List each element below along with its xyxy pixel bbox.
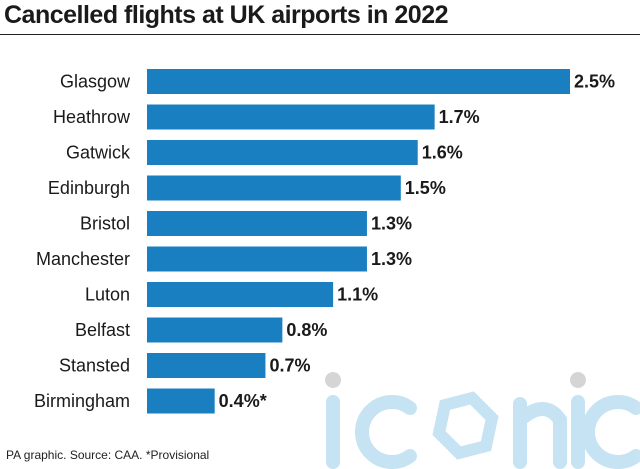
bar-stansted (147, 353, 266, 378)
source-footnote: PA graphic. Source: CAA. *Provisional (6, 448, 210, 462)
category-label-edinburgh: Edinburgh (48, 178, 130, 198)
bars-group (147, 69, 570, 414)
bar-manchester (147, 246, 367, 272)
category-label-belfast: Belfast (75, 320, 130, 340)
bar-glasgow (147, 69, 570, 94)
title-divider (0, 34, 640, 35)
value-label-luton: 1.1% (337, 285, 378, 305)
value-label-glasgow: 2.5% (574, 72, 615, 92)
category-label-gatwick: Gatwick (66, 143, 131, 163)
bar-luton (147, 282, 334, 307)
value-label-stansted: 0.7% (269, 356, 310, 376)
category-labels-group: Glasgow Heathrow Gatwick Edinburgh Bristol Ma… (34, 72, 131, 412)
category-label-bristol: Bristol (80, 214, 130, 234)
value-label-manchester: 1.3% (371, 249, 412, 269)
chart-title: Cancelled flights at UK airports in 2022 (4, 1, 449, 29)
bar-gatwick (147, 140, 418, 165)
category-label-manchester: Manchester (36, 249, 130, 269)
category-label-luton: Luton (85, 285, 130, 305)
category-label-heathrow: Heathrow (53, 107, 131, 127)
category-label-stansted: Stansted (59, 356, 130, 376)
bar-birmingham (147, 388, 215, 414)
category-label-glasgow: Glasgow (60, 72, 131, 92)
value-labels-group: 2.5% 1.7% 1.6% 1.5% 1.3% 1.3% 1.1% 0.8% 0.7%0.4%… (219, 72, 615, 412)
bar-bristol (147, 211, 367, 236)
value-label-belfast: 0.8% (286, 320, 327, 340)
value-label-gatwick: 1.6% (422, 143, 463, 163)
value-label-birmingham: 0.4%* (219, 391, 267, 411)
value-label-edinburgh: 1.5% (405, 178, 446, 198)
value-label-heathrow: 1.7% (439, 107, 480, 127)
value-label-bristol: 1.3% (371, 214, 412, 234)
bar-belfast (147, 317, 283, 343)
category-label-birmingham: Birmingham (34, 391, 130, 411)
bar-heathrow (147, 104, 435, 130)
bar-edinburgh (147, 175, 401, 201)
